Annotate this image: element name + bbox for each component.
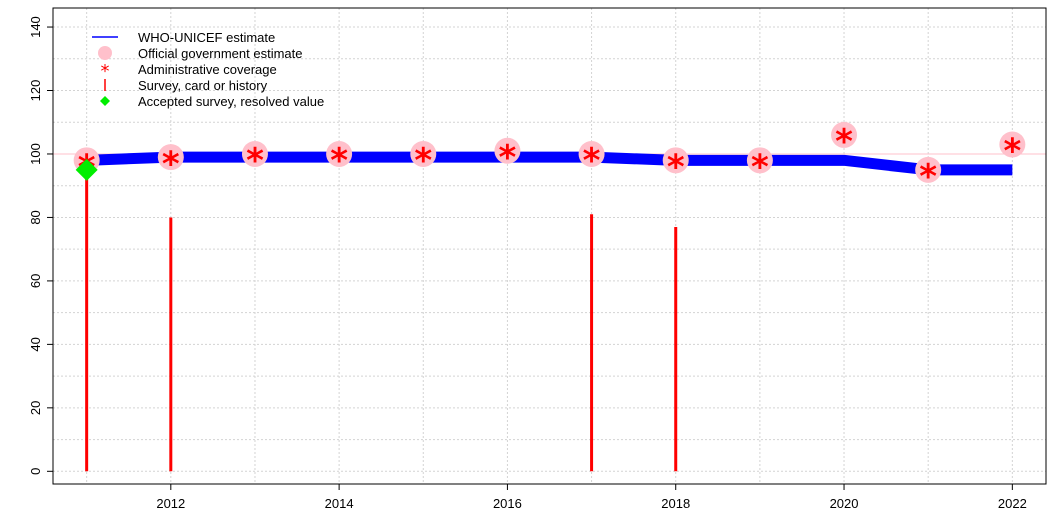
gov-estimate-point	[410, 140, 437, 167]
survey-bars-layer	[85, 169, 678, 472]
admin-coverage-point: *	[835, 122, 853, 162]
gov-estimate-point	[241, 140, 268, 167]
admin-coverage-point: *	[583, 141, 601, 181]
legend-label: Administrative coverage	[138, 62, 277, 77]
x-tick-label: 2022	[998, 496, 1027, 511]
gov-estimate-point	[578, 140, 605, 167]
legend-label: Official government estimate	[138, 46, 303, 61]
admin-coverage-layer: ************	[78, 122, 1022, 197]
legend-label: Accepted survey, resolved value	[138, 94, 324, 109]
admin-coverage-point: *	[751, 147, 769, 187]
legend-circle-icon	[98, 46, 112, 60]
legend-label: Survey, card or history	[138, 78, 268, 93]
y-tick-label: 120	[28, 80, 43, 102]
x-tick-label: 2012	[156, 496, 185, 511]
y-tick-label: 140	[28, 16, 43, 38]
admin-coverage-point: *	[414, 141, 432, 181]
y-tick-label: 80	[28, 210, 43, 224]
x-tick-label: 2016	[493, 496, 522, 511]
y-tick-label: 60	[28, 274, 43, 288]
x-tick-label: 2014	[325, 496, 354, 511]
x-tick-label: 2020	[830, 496, 859, 511]
admin-coverage-point: *	[162, 144, 180, 184]
legend-asterisk-icon: *	[101, 61, 110, 82]
gov-estimate-point	[915, 156, 942, 183]
admin-coverage-point: *	[246, 141, 264, 181]
gov-estimate-point	[831, 121, 858, 148]
y-axis: 0 20 40 60 80 100 120 140	[28, 16, 54, 475]
admin-coverage-point: *	[919, 157, 937, 197]
admin-coverage-point: *	[499, 138, 517, 178]
legend-diamond-icon	[100, 96, 110, 106]
gov-estimate-point	[494, 137, 521, 164]
gov-estimate-point	[746, 147, 773, 174]
y-tick-label: 20	[28, 401, 43, 415]
gov-estimate-point	[157, 144, 184, 171]
accepted-survey-point	[75, 158, 98, 181]
accepted-survey-layer	[75, 158, 98, 181]
who-unicef-estimate-line	[86, 151, 1013, 176]
y-tick-label: 100	[28, 143, 43, 165]
gov-estimate-point	[662, 147, 689, 174]
admin-coverage-point: *	[1003, 132, 1021, 172]
legend-label: WHO-UNICEF estimate	[138, 30, 275, 45]
admin-coverage-point: *	[667, 147, 685, 187]
x-axis: 2012 2014 2016 2018 2020 2022	[156, 483, 1027, 511]
y-tick-label: 0	[28, 468, 43, 475]
gov-estimate-point	[326, 140, 353, 167]
x-tick-label: 2018	[661, 496, 690, 511]
admin-coverage-point: *	[330, 141, 348, 181]
y-tick-label: 40	[28, 337, 43, 351]
gov-estimate-point	[999, 131, 1026, 158]
who-unicef-line-layer	[86, 151, 1013, 176]
